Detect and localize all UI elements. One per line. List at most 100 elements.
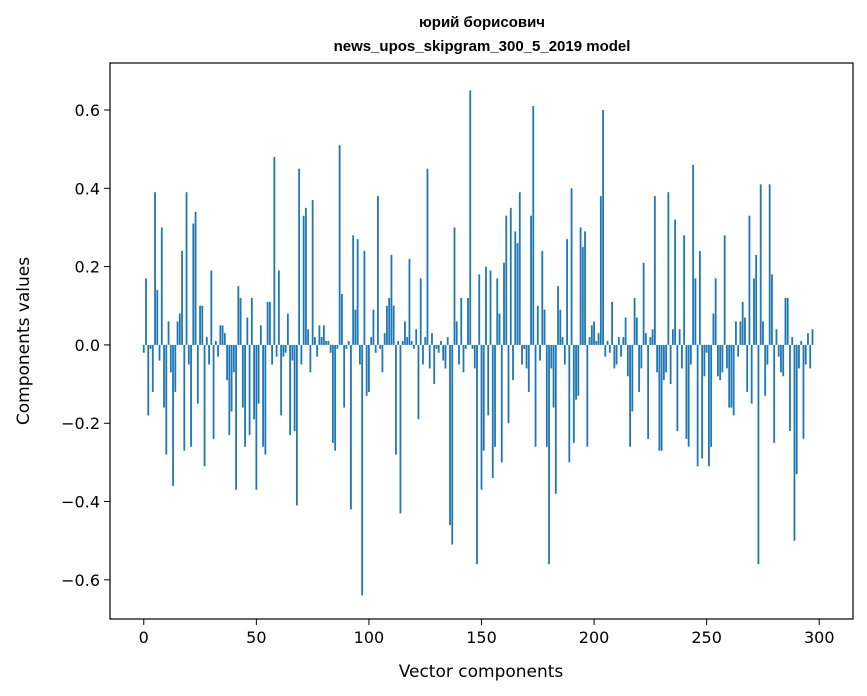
bar-296 xyxy=(809,344,812,369)
bar-13 xyxy=(172,344,174,486)
bar-2 xyxy=(147,344,150,416)
bar-128 xyxy=(431,333,433,345)
bar-121 xyxy=(415,329,418,345)
bar-40 xyxy=(232,344,235,373)
bar-77 xyxy=(316,344,319,357)
bar-94 xyxy=(354,309,357,345)
bar-247 xyxy=(699,250,701,345)
bar-113 xyxy=(397,341,400,345)
bar-281 xyxy=(775,329,778,345)
bar-132 xyxy=(440,341,442,345)
bar-22 xyxy=(192,223,195,345)
bar-59 xyxy=(275,344,278,357)
bar-187 xyxy=(563,344,566,365)
bar-173 xyxy=(532,106,535,345)
bar-223 xyxy=(644,333,647,345)
bar-29 xyxy=(208,344,210,365)
bar-248 xyxy=(701,344,704,459)
bar-73 xyxy=(307,329,310,345)
bar-78 xyxy=(318,325,321,345)
bar-180 xyxy=(548,344,550,565)
bar-192 xyxy=(575,344,577,400)
y-tick-label: 0.2 xyxy=(75,258,100,277)
bar-217 xyxy=(631,344,634,412)
bar-291 xyxy=(798,344,800,369)
bar-11 xyxy=(167,321,170,345)
bar-240 xyxy=(683,235,686,345)
bar-75 xyxy=(311,200,314,345)
bar-289 xyxy=(793,344,796,541)
bar-235 xyxy=(671,329,674,345)
bar-267 xyxy=(744,317,746,345)
bar-64 xyxy=(286,313,289,345)
bar-213 xyxy=(622,337,625,345)
bar-81 xyxy=(325,341,328,345)
bar-286 xyxy=(786,297,789,345)
bar-95 xyxy=(356,239,359,345)
bar-136 xyxy=(449,344,451,526)
bar-60 xyxy=(277,270,280,345)
bar-171 xyxy=(527,344,530,392)
bar-35 xyxy=(221,325,224,345)
bar-15 xyxy=(176,321,179,345)
bar-170 xyxy=(525,344,528,369)
bar-181 xyxy=(550,344,553,369)
bar-150 xyxy=(480,344,483,490)
bar-66 xyxy=(291,344,294,361)
x-tick-label: 50 xyxy=(246,628,266,647)
bar-264 xyxy=(737,344,740,357)
bar-25 xyxy=(199,305,201,345)
bar-191 xyxy=(572,344,575,443)
bar-137 xyxy=(451,344,454,545)
chart-title-line2: news_upos_skipgram_300_5_2019 model xyxy=(334,38,631,55)
bar-141 xyxy=(460,297,463,345)
bar-143 xyxy=(464,344,467,349)
bar-154 xyxy=(489,270,492,345)
bar-195 xyxy=(581,247,584,345)
bar-69 xyxy=(298,168,301,345)
bar-152 xyxy=(485,266,487,345)
bar-133 xyxy=(442,344,445,361)
bar-212 xyxy=(620,344,622,357)
bar-182 xyxy=(552,344,555,408)
bar-96 xyxy=(359,344,361,365)
bar-106 xyxy=(381,344,384,373)
bar-149 xyxy=(478,274,481,345)
bar-189 xyxy=(568,344,571,463)
bar-98 xyxy=(363,250,366,345)
bar-63 xyxy=(284,344,287,353)
bar-250 xyxy=(705,344,708,353)
bar-122 xyxy=(417,344,420,420)
bar-205 xyxy=(604,344,607,357)
bar-159 xyxy=(500,344,503,463)
bar-208 xyxy=(611,301,613,345)
bar-16 xyxy=(178,313,181,345)
bar-245 xyxy=(694,278,697,345)
bar-184 xyxy=(557,286,559,345)
bar-176 xyxy=(539,344,541,361)
bar-27 xyxy=(203,344,206,467)
bar-231 xyxy=(662,344,665,381)
bar-234 xyxy=(669,344,672,385)
bar-117 xyxy=(406,337,409,345)
bar-273 xyxy=(757,344,760,565)
bar-47 xyxy=(248,344,251,435)
bar-44 xyxy=(241,344,244,408)
bar-49 xyxy=(253,344,255,420)
bar-58 xyxy=(273,156,276,345)
bar-162 xyxy=(507,344,510,424)
bar-229 xyxy=(658,344,661,451)
bar-238 xyxy=(678,329,681,345)
bar-252 xyxy=(710,344,713,447)
bar-72 xyxy=(304,207,307,345)
bar-255 xyxy=(717,344,719,377)
bar-33 xyxy=(217,344,219,357)
bar-17 xyxy=(181,250,183,345)
bar-123 xyxy=(419,278,422,345)
y-tick-label: −0.2 xyxy=(61,414,100,433)
bar-104 xyxy=(377,196,379,345)
bar-138 xyxy=(453,227,456,345)
bar-276 xyxy=(764,344,767,396)
bar-232 xyxy=(665,344,668,373)
